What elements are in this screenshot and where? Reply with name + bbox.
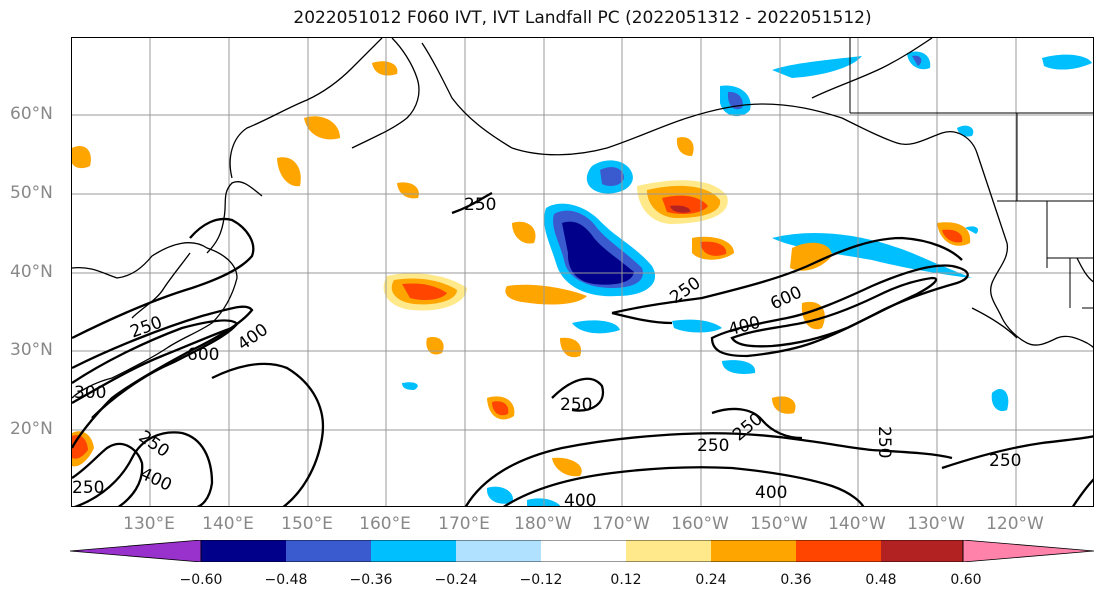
colorbar-segment xyxy=(456,540,541,562)
lat-label-60n: 60°N xyxy=(10,104,53,124)
contour-label-17: 250 xyxy=(72,478,104,498)
map-panel: 250 250 250 400 600 250 400 600 250 250 … xyxy=(71,37,1094,507)
lat-label-30n: 30°N xyxy=(10,340,53,360)
colorbar-segment xyxy=(541,540,626,562)
colorbar-tick: 0.24 xyxy=(695,572,727,588)
lon-label-150w: 150°W xyxy=(750,514,808,534)
colorbar-tick: −0.48 xyxy=(264,572,308,588)
colorbar-tick: 0.36 xyxy=(780,572,812,588)
colorbar-segment xyxy=(626,540,711,562)
contour-label-3: 250 xyxy=(560,395,592,415)
contour-label-6: 250 xyxy=(697,436,729,456)
colorbar-extend-low xyxy=(70,540,202,562)
colorbar-segment xyxy=(286,540,371,562)
map-canvas: 250 250 250 400 600 250 400 600 250 250 … xyxy=(72,38,1093,507)
graticule xyxy=(72,38,1093,506)
contour-label-5: 600 xyxy=(767,282,805,314)
lon-label-150e: 150°E xyxy=(281,514,333,534)
lat-label-40n: 40°N xyxy=(10,262,53,282)
lon-label-170w: 170°W xyxy=(592,514,650,534)
colorbar-tick: 0.12 xyxy=(610,572,642,588)
lon-label-120w: 120°W xyxy=(986,514,1044,534)
contour-label-13: 250 xyxy=(989,451,1021,471)
colorbar-tick: 0.60 xyxy=(950,572,982,588)
colorbar-segment xyxy=(371,540,456,562)
contour-label-8: 600 xyxy=(187,345,219,365)
colorbar-segment xyxy=(201,540,286,562)
colorbar-segment xyxy=(881,540,966,562)
colorbar-extend-high xyxy=(962,540,1094,562)
colorbar-tick: −0.60 xyxy=(179,572,223,588)
colorbar xyxy=(70,540,1094,562)
contour-label-11: 400 xyxy=(564,491,596,507)
lon-label-160e: 160°E xyxy=(359,514,411,534)
colorbar-tick: −0.12 xyxy=(519,572,563,588)
lat-label-20n: 20°N xyxy=(10,419,53,439)
contour-label-7: 400 xyxy=(755,483,787,503)
lon-label-180w: 180°W xyxy=(514,514,572,534)
colorbar-tick: −0.24 xyxy=(434,572,478,588)
lon-label-130w: 130°W xyxy=(907,514,965,534)
ivt-contours xyxy=(72,191,1093,506)
contour-label-12: 400 xyxy=(234,320,272,355)
coastlines xyxy=(72,38,1093,399)
lon-label-170e: 170°E xyxy=(438,514,490,534)
lon-label-140e: 140°E xyxy=(202,514,254,534)
contour-label-10: 250 xyxy=(874,426,894,458)
contour-label-9: 250 xyxy=(729,409,767,445)
colorbar-tick: 0.48 xyxy=(865,572,897,588)
contour-label-18: 400 xyxy=(137,464,175,496)
colorbar-tick: −0.36 xyxy=(349,572,393,588)
contour-label-16: 300 xyxy=(74,383,106,403)
lon-label-130e: 130°E xyxy=(123,514,175,534)
political-borders xyxy=(849,38,1093,309)
map-title: 2022051012 F060 IVT, IVT Landfall PC (20… xyxy=(293,8,872,28)
lat-label-50n: 50°N xyxy=(10,183,53,203)
lon-label-160w: 160°W xyxy=(671,514,729,534)
colorbar-segment xyxy=(711,540,796,562)
contour-label-4: 400 xyxy=(726,313,763,341)
lon-label-140w: 140°W xyxy=(828,514,886,534)
contour-label-1: 250 xyxy=(464,195,496,215)
colorbar-segment xyxy=(796,540,881,562)
anomaly-shading xyxy=(72,51,1092,506)
